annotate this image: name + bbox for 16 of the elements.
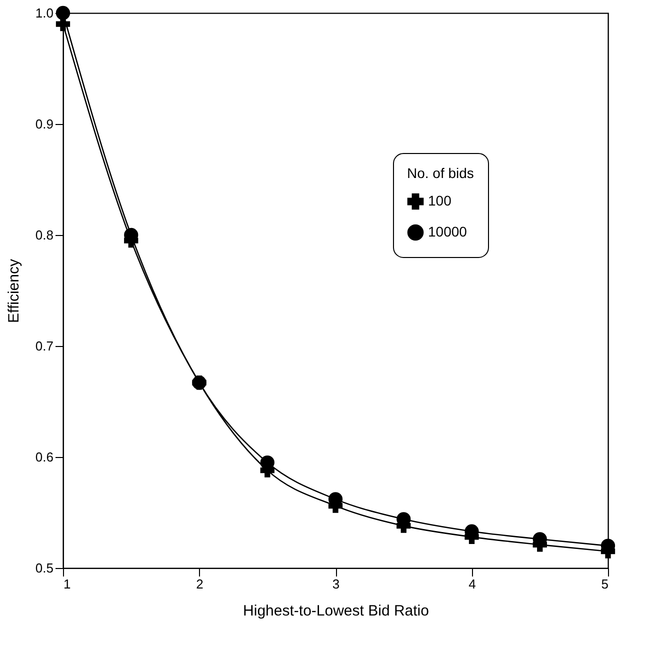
y-tick-label: 0.7 — [35, 338, 54, 354]
x-tick-label: 5 — [601, 576, 608, 592]
x-tick-label: 3 — [332, 576, 340, 592]
legend-label: 10000 — [428, 224, 468, 240]
y-tick-label: 0.8 — [35, 228, 54, 242]
legend-label: 100 — [428, 192, 452, 208]
y-tick-label: 1.0 — [35, 6, 54, 20]
y-tick-label: 0.6 — [35, 450, 54, 464]
x-axis-title: Highest-to-Lowest Bid Ratio — [243, 602, 429, 620]
legend-title: No. of bids — [407, 165, 474, 181]
y-axis-title: Efficiency — [5, 258, 22, 323]
y-tick-label: 0.9 — [35, 116, 54, 132]
x-tick-label: 2 — [196, 576, 204, 592]
x-tick-label: 4 — [468, 576, 476, 592]
y-tick-label: 0.5 — [35, 560, 54, 576]
x-tick-label: 1 — [64, 576, 71, 592]
